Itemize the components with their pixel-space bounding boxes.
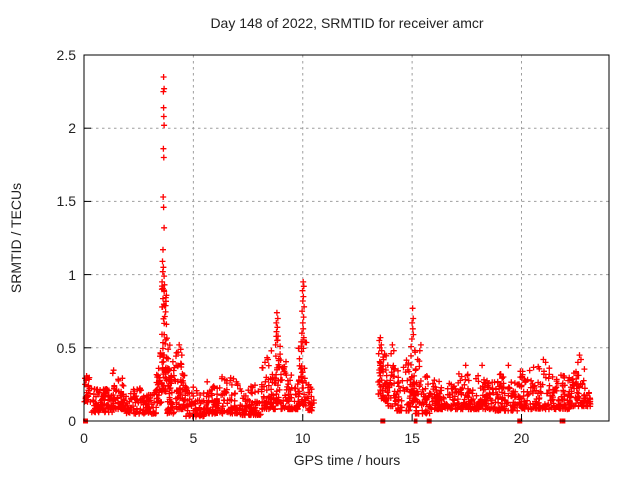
y-tick-label: 0.5	[56, 339, 76, 356]
y-tick-label: 2.5	[56, 47, 76, 63]
y-tick-label: 1.5	[56, 193, 76, 210]
y-tick-label: 1	[68, 266, 76, 283]
y-tick-label: 0	[68, 413, 76, 429]
x-tick-label: 0	[80, 430, 88, 446]
chart-title: Day 148 of 2022, SRMTID for receiver amc…	[210, 15, 484, 31]
plot-border	[83, 54, 610, 422]
x-tick-label: 10	[294, 430, 311, 446]
x-axis-label: GPS time / hours	[293, 452, 401, 468]
scatter-points	[81, 74, 594, 420]
axis-ticks	[83, 54, 522, 422]
y-tick-label: 2	[68, 120, 76, 137]
x-tick-label: 20	[513, 430, 530, 446]
gridlines	[84, 55, 609, 421]
x-tick-label: 15	[404, 430, 420, 446]
x-tick-label: 5	[189, 430, 198, 446]
y-axis-label: SRMTID / TECUs	[8, 182, 24, 294]
